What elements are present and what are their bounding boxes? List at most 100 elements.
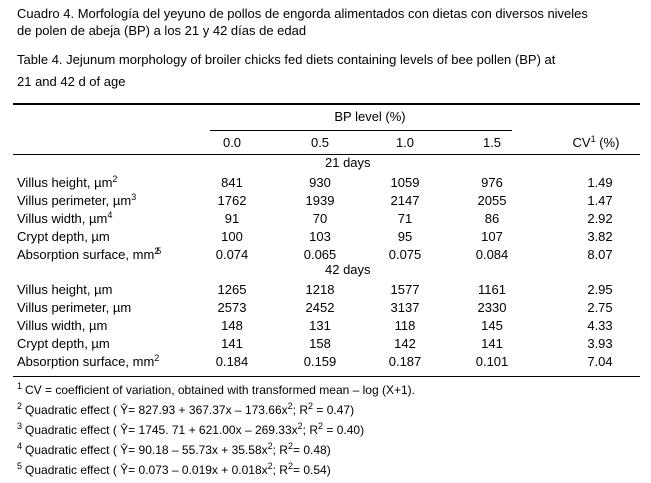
cell: 1161 <box>478 282 506 297</box>
footnote-part: 2 <box>267 441 273 451</box>
cell: 2330 <box>477 300 507 315</box>
row-label-sup: 2 <box>112 174 118 184</box>
footnote-part: ; R <box>272 443 288 457</box>
top-rule <box>13 103 640 105</box>
section-title: 21 days <box>325 155 371 170</box>
column-header: 1.0 <box>395 135 415 150</box>
cell: 8.07 <box>587 247 613 262</box>
cell: 1.47 <box>587 193 613 208</box>
row-label-text: Absorption surface, mm <box>17 247 155 262</box>
footnote: 5 Quadratic effect ( Ŷ= 0.073 – 0.019x + … <box>17 462 331 478</box>
row-label: Villus height, µm <box>17 282 112 298</box>
cell: 145 <box>481 318 503 333</box>
column-header: 0.0 <box>222 135 242 150</box>
row-label-text: Villus height, µm <box>17 175 113 190</box>
row-label: Villus perimeter, µm3 <box>17 193 136 209</box>
cell: 95 <box>397 229 413 244</box>
footnote-part: 2 <box>308 401 314 411</box>
footnote-part: Quadratic effect ( Ŷ= 90.18 – 55.73x + 3… <box>25 443 268 457</box>
row-label-sup: 5 <box>156 246 162 256</box>
cell: 2.92 <box>587 211 613 226</box>
row-label: Villus width, µm <box>17 318 107 334</box>
cv-after: (%) <box>595 135 620 150</box>
cell: 91 <box>224 211 240 226</box>
row-label-text: Absorption surface, mm <box>17 354 155 369</box>
footnote-part: = 0.48) <box>293 443 331 457</box>
footnote-mark: 5 <box>17 461 23 471</box>
cell: 148 <box>221 318 243 333</box>
cell: 3.93 <box>587 336 613 351</box>
footnote-part: 2 <box>287 441 293 451</box>
cell: 4.33 <box>587 318 613 333</box>
cell: 0.075 <box>388 247 422 262</box>
cell: 2.95 <box>587 282 613 297</box>
footnote-part: CV = coefficient of variation, obtained … <box>25 383 416 397</box>
column-header: 1.5 <box>482 135 502 150</box>
cell: 0.084 <box>475 247 509 262</box>
row-label: Crypt depth, µm <box>17 336 110 352</box>
row-label: Villus height, µm2 <box>17 175 117 191</box>
cell: 3.82 <box>587 229 613 244</box>
footnote-part: 2 <box>297 421 303 431</box>
group-header: BP level (%) <box>334 109 406 124</box>
row-label: Absorption surface, mm25 <box>17 247 161 263</box>
section-title: 42 days <box>325 262 371 277</box>
footnote-part: ; R <box>272 463 288 477</box>
footnote-part: ; R <box>292 403 309 417</box>
footnote: 3 Quadratic effect ( Ŷ= 1745. 71 + 621.00… <box>17 422 364 438</box>
group-rule <box>210 130 512 131</box>
footnote-part: Quadratic effect ( Ŷ= 827.93 + 367.37x –… <box>25 403 288 417</box>
footnote-part: = 0.47) <box>313 403 355 417</box>
footnote-part: 2 <box>318 421 324 431</box>
row-label-sup: 2 <box>154 246 160 256</box>
cell: 86 <box>484 211 500 226</box>
cell: 1577 <box>390 282 420 297</box>
row-label-text: Villus perimeter, µm <box>17 193 132 208</box>
cell: 158 <box>309 336 331 351</box>
footnote: 1 CV = coefficient of variation, obtained… <box>17 382 415 398</box>
cell: 7.04 <box>587 354 613 369</box>
cell: 930 <box>309 175 331 190</box>
footnote-mark: 4 <box>17 441 23 451</box>
row-label-text: Crypt depth, µm <box>17 229 110 244</box>
cell: 100 <box>221 229 243 244</box>
cell: 71 <box>397 211 413 226</box>
cell: 0.074 <box>215 247 249 262</box>
cell: 841 <box>221 175 243 190</box>
row-label-text: Villus perimeter, µm <box>17 300 132 315</box>
cell: 70 <box>312 211 328 226</box>
row-label: Villus perimeter, µm <box>17 300 131 316</box>
cell: 118 <box>394 318 416 333</box>
footnote-part: ; R <box>302 423 319 437</box>
footnote-part: Quadratic effect ( Ŷ= 1745. 71 + 621.00x… <box>25 423 298 437</box>
cell: 1218 <box>305 282 335 297</box>
row-label: Absorption surface, mm2 <box>17 354 159 370</box>
cell: 141 <box>221 336 243 351</box>
row-label: Crypt depth, µm <box>17 229 110 245</box>
column-header: 0.5 <box>310 135 330 150</box>
row-label-text: Villus width, µm <box>17 211 108 226</box>
cell: 0.101 <box>475 354 509 369</box>
bottom-rule <box>13 376 640 377</box>
cv-sup: 1 <box>590 134 596 144</box>
footnote-part: Quadratic effect ( Ŷ= 0.073 – 0.019x + 0… <box>25 463 268 477</box>
row-label-text: Villus height, µm <box>17 282 113 297</box>
cell: 0.187 <box>388 354 422 369</box>
row-label: Villus width, µm4 <box>17 211 112 227</box>
cell: 1265 <box>217 282 247 297</box>
cell: 131 <box>309 318 331 333</box>
cell: 2452 <box>305 300 335 315</box>
cell: 1939 <box>305 193 335 208</box>
footnote-part: 2 <box>287 461 293 471</box>
cell: 1059 <box>390 175 420 190</box>
cell: 141 <box>481 336 503 351</box>
row-label-text: Villus width, µm <box>17 318 108 333</box>
footnote-part: = 0.40) <box>323 423 365 437</box>
footnote-mark: 1 <box>17 381 23 391</box>
footnote-mark: 3 <box>17 421 23 431</box>
footnote-part: 2 <box>267 461 273 471</box>
footnote: 4 Quadratic effect ( Ŷ= 90.18 – 55.73x + … <box>17 442 331 458</box>
header-rule <box>13 154 640 155</box>
cell: 0.159 <box>303 354 337 369</box>
